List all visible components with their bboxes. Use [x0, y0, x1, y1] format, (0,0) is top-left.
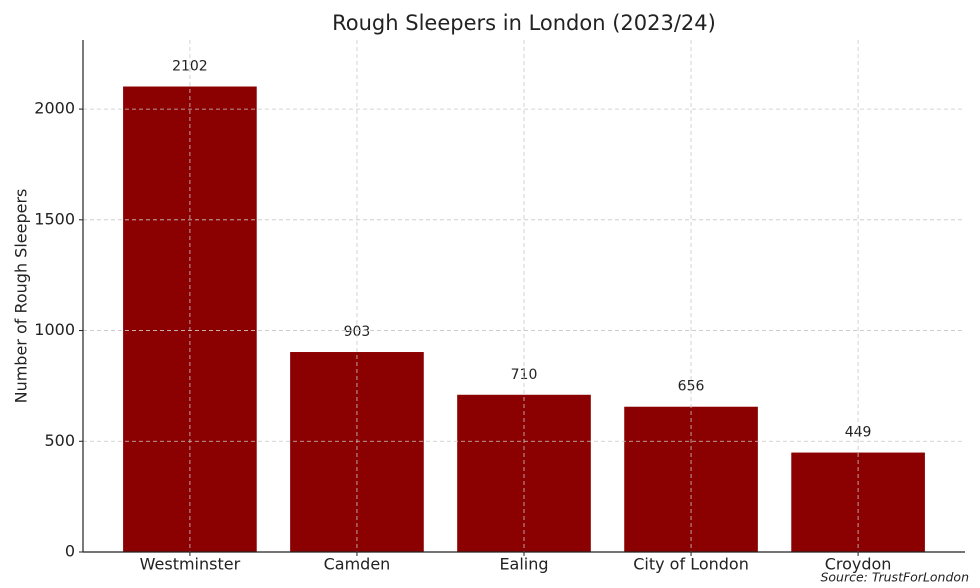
data-label: 710	[511, 367, 538, 383]
x-tick-label: City of London	[633, 555, 749, 574]
data-label: 2102	[172, 59, 208, 75]
x-tick-label: Westminster	[140, 555, 241, 574]
source-note: Source: TrustForLondon	[820, 570, 969, 585]
bar	[624, 406, 758, 552]
chart-title: Rough Sleepers in London (2023/24)	[332, 11, 716, 35]
y-tick-label: 2000	[34, 99, 75, 118]
y-axis-label: Number of Rough Sleepers	[12, 189, 31, 404]
x-tick-label: Croydon	[825, 555, 892, 574]
x-tick-label: Camden	[324, 555, 391, 574]
y-tick-label: 1500	[34, 209, 75, 228]
y-tick-label: 500	[44, 431, 75, 450]
y-tick-label: 0	[65, 542, 75, 561]
y-tick-label: 1000	[34, 320, 75, 339]
bar	[290, 352, 424, 552]
x-tick-label: Ealing	[499, 555, 548, 574]
data-label: 903	[344, 324, 371, 340]
